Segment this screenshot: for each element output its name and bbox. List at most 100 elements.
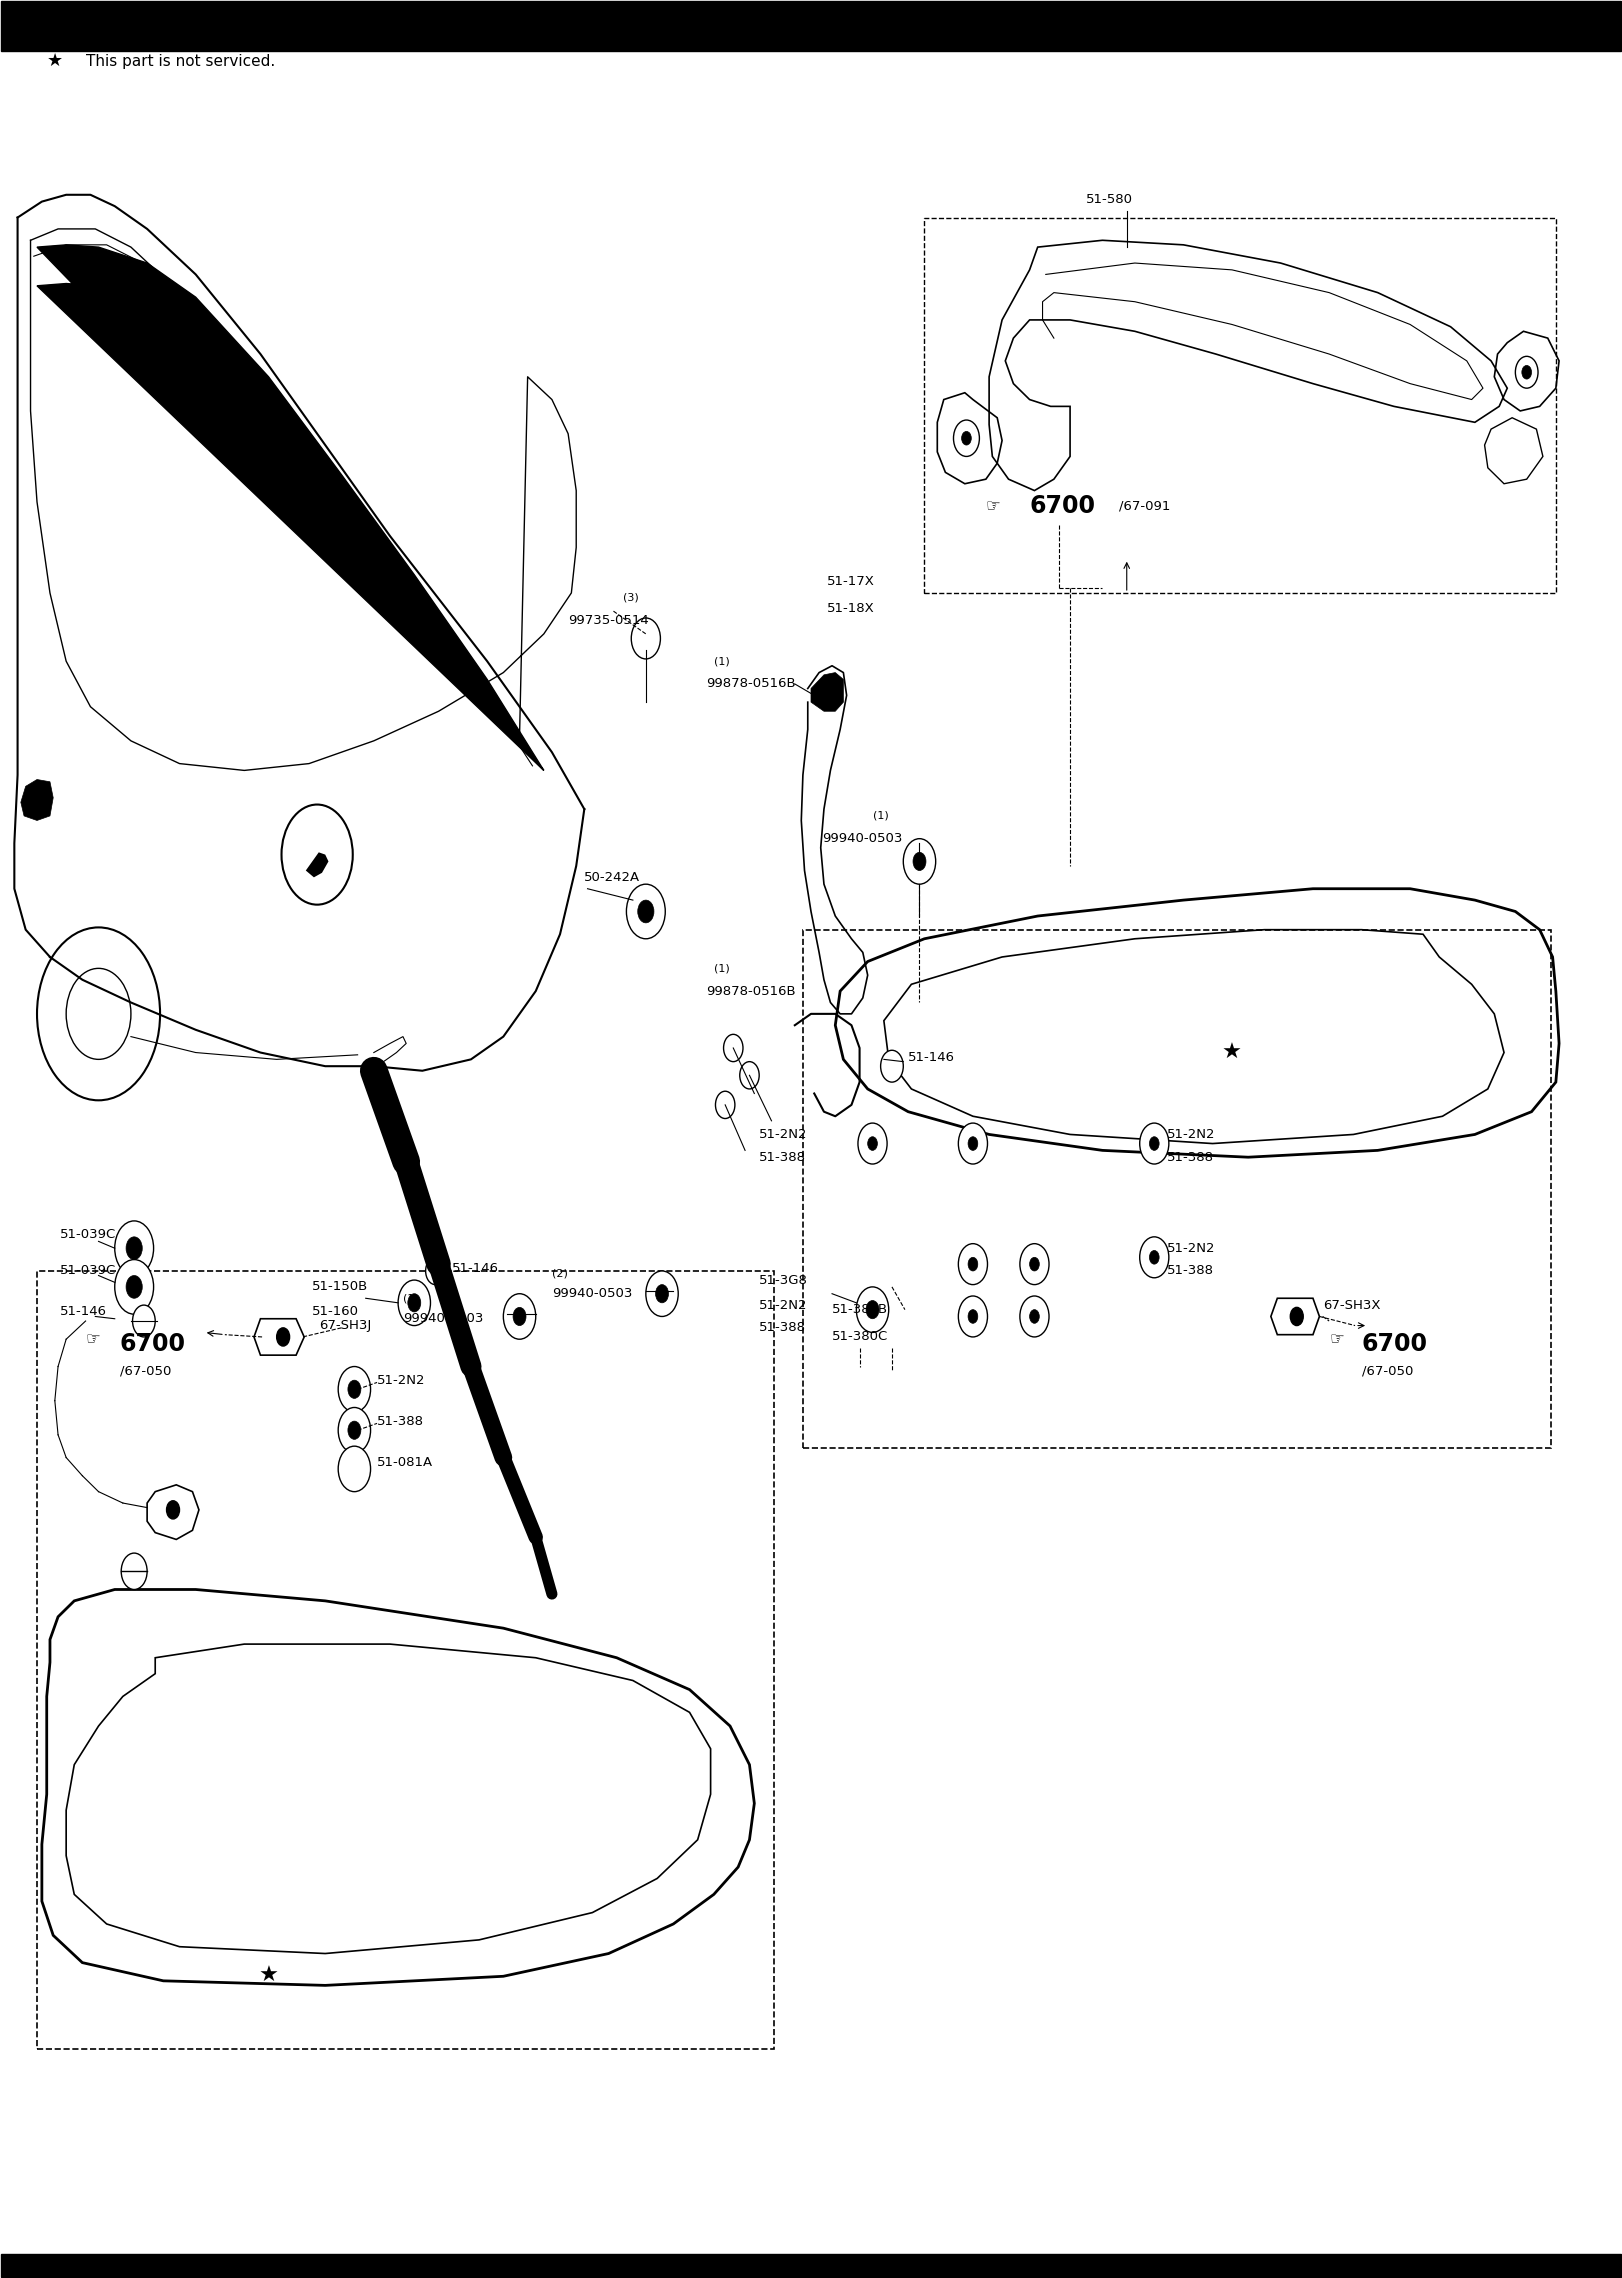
Bar bbox=[2, 2, 1620, 52]
Circle shape bbox=[962, 431, 972, 444]
Text: 51-3G8: 51-3G8 bbox=[759, 1273, 808, 1287]
Circle shape bbox=[127, 1237, 143, 1260]
Text: 51-17X: 51-17X bbox=[827, 574, 874, 588]
Circle shape bbox=[282, 804, 352, 904]
Circle shape bbox=[903, 838, 936, 884]
Circle shape bbox=[339, 1367, 370, 1412]
Text: 51-2N2: 51-2N2 bbox=[759, 1128, 808, 1141]
Circle shape bbox=[347, 1421, 360, 1440]
Circle shape bbox=[67, 968, 131, 1059]
Circle shape bbox=[637, 900, 654, 923]
Text: 6700: 6700 bbox=[120, 1333, 185, 1355]
Bar bbox=[803, 929, 1551, 1449]
Circle shape bbox=[277, 1328, 290, 1346]
Circle shape bbox=[1521, 364, 1531, 378]
Text: 51-146: 51-146 bbox=[60, 1305, 107, 1319]
Text: 67-SH3J: 67-SH3J bbox=[320, 1319, 371, 1333]
Circle shape bbox=[127, 1276, 143, 1298]
Circle shape bbox=[513, 1308, 526, 1326]
Circle shape bbox=[425, 1257, 444, 1285]
Circle shape bbox=[1150, 1251, 1160, 1264]
Text: (1): (1) bbox=[714, 964, 730, 973]
Text: (1): (1) bbox=[402, 1294, 418, 1303]
Circle shape bbox=[115, 1260, 154, 1314]
Text: (3): (3) bbox=[623, 592, 639, 601]
Circle shape bbox=[347, 1380, 360, 1399]
Text: ★: ★ bbox=[258, 1966, 279, 1986]
Circle shape bbox=[858, 1123, 887, 1164]
Text: 51-388: 51-388 bbox=[376, 1415, 423, 1428]
Text: /67-091: /67-091 bbox=[1119, 499, 1169, 513]
Circle shape bbox=[626, 884, 665, 939]
Text: 51-2N2: 51-2N2 bbox=[1168, 1128, 1216, 1141]
Text: 51-18X: 51-18X bbox=[827, 601, 874, 615]
Polygon shape bbox=[37, 244, 543, 770]
Circle shape bbox=[115, 1221, 154, 1276]
Circle shape bbox=[503, 1294, 535, 1339]
Circle shape bbox=[1030, 1257, 1040, 1271]
Circle shape bbox=[954, 419, 980, 456]
Text: (1): (1) bbox=[714, 656, 730, 665]
Circle shape bbox=[913, 852, 926, 870]
Text: 51-388: 51-388 bbox=[759, 1150, 806, 1164]
Circle shape bbox=[1030, 1310, 1040, 1324]
Circle shape bbox=[715, 1091, 735, 1118]
Circle shape bbox=[167, 1501, 180, 1519]
Circle shape bbox=[856, 1287, 889, 1333]
Text: 99940-0503: 99940-0503 bbox=[402, 1312, 483, 1326]
Text: (1): (1) bbox=[873, 811, 889, 820]
Text: 51-081A: 51-081A bbox=[376, 1456, 433, 1469]
Circle shape bbox=[1289, 1308, 1302, 1326]
Text: ☞: ☞ bbox=[86, 1330, 101, 1349]
Text: 99940-0503: 99940-0503 bbox=[551, 1287, 633, 1301]
Bar bbox=[37, 1271, 774, 2050]
Text: ★: ★ bbox=[47, 52, 63, 68]
Text: 99940-0503: 99940-0503 bbox=[822, 831, 903, 845]
Circle shape bbox=[631, 617, 660, 658]
Text: 6700: 6700 bbox=[1361, 1333, 1427, 1355]
Circle shape bbox=[1020, 1244, 1049, 1285]
Circle shape bbox=[740, 1062, 759, 1089]
Circle shape bbox=[397, 1280, 430, 1326]
Circle shape bbox=[1515, 355, 1538, 387]
Circle shape bbox=[133, 1305, 156, 1337]
Circle shape bbox=[868, 1137, 878, 1150]
Text: 51-388: 51-388 bbox=[759, 1321, 806, 1335]
Text: 67-SH3X: 67-SH3X bbox=[1322, 1298, 1380, 1312]
Bar bbox=[2, 2253, 1620, 2276]
Text: 51-388: 51-388 bbox=[1168, 1150, 1215, 1164]
Circle shape bbox=[723, 1034, 743, 1062]
Text: 51-380B: 51-380B bbox=[832, 1303, 889, 1317]
Text: 51-146: 51-146 bbox=[908, 1050, 955, 1064]
Circle shape bbox=[959, 1123, 988, 1164]
Text: 51-039C: 51-039C bbox=[60, 1264, 115, 1278]
Text: 99878-0516B: 99878-0516B bbox=[706, 677, 795, 690]
Circle shape bbox=[339, 1408, 370, 1453]
Text: 51-388: 51-388 bbox=[1168, 1264, 1215, 1278]
Circle shape bbox=[407, 1294, 420, 1312]
Text: 51-2N2: 51-2N2 bbox=[376, 1374, 425, 1387]
Text: ☞: ☞ bbox=[986, 497, 1001, 515]
Text: 51-146: 51-146 bbox=[451, 1262, 498, 1276]
Text: ☞: ☞ bbox=[1328, 1330, 1345, 1349]
Circle shape bbox=[959, 1296, 988, 1337]
Text: 50-242A: 50-242A bbox=[584, 870, 641, 884]
Bar bbox=[925, 216, 1555, 592]
Circle shape bbox=[1020, 1296, 1049, 1337]
Polygon shape bbox=[307, 852, 329, 877]
Text: 51-2N2: 51-2N2 bbox=[759, 1298, 808, 1312]
Text: 51-150B: 51-150B bbox=[313, 1280, 368, 1294]
Text: 99878-0516B: 99878-0516B bbox=[706, 984, 795, 998]
Text: 6700: 6700 bbox=[1030, 494, 1095, 519]
Circle shape bbox=[959, 1244, 988, 1285]
Polygon shape bbox=[21, 779, 54, 820]
Circle shape bbox=[968, 1257, 978, 1271]
Text: 51-380C: 51-380C bbox=[832, 1330, 889, 1344]
Circle shape bbox=[866, 1301, 879, 1319]
Circle shape bbox=[1140, 1237, 1169, 1278]
Circle shape bbox=[37, 927, 161, 1100]
Circle shape bbox=[968, 1310, 978, 1324]
Text: 51-2N2: 51-2N2 bbox=[1168, 1242, 1216, 1255]
Text: ★: ★ bbox=[1221, 1043, 1242, 1062]
Text: 51-580: 51-580 bbox=[1087, 194, 1134, 205]
